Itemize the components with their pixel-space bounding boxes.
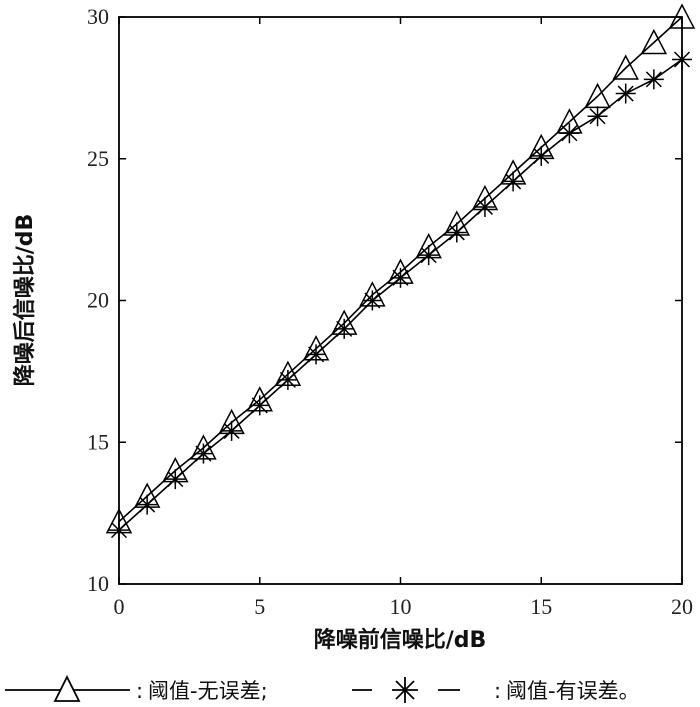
- plot-area: [118, 16, 683, 585]
- triangle-marker: [668, 3, 696, 29]
- asterisk-marker: [474, 196, 495, 217]
- asterisk-marker: [559, 123, 580, 144]
- asterisk-stroke: [533, 147, 550, 164]
- y-axis-title: 降噪后信噪比/dB: [12, 214, 38, 387]
- asterisk-stroke: [476, 198, 493, 215]
- legend-marker-asterisk-icon: [392, 677, 418, 703]
- asterisk-marker: [615, 83, 636, 104]
- asterisk-stroke: [561, 125, 578, 142]
- asterisk-marker: [137, 494, 158, 515]
- x-axis: 0 5 10 15 20: [114, 17, 693, 619]
- asterisk-stroke: [673, 51, 691, 68]
- asterisk-stroke: [505, 173, 522, 190]
- asterisk-marker: [277, 369, 298, 390]
- asterisk-stroke: [589, 108, 606, 125]
- asterisk-stroke: [195, 445, 212, 462]
- asterisk-stroke: [308, 346, 325, 363]
- y-axis: 10 15 20 25 30: [87, 4, 682, 596]
- asterisk-marker: [193, 443, 214, 464]
- legend-label-series2: 阈值-有误差。: [506, 679, 640, 703]
- x-tick-label: 10: [390, 594, 412, 619]
- series-layer: [105, 3, 696, 541]
- asterisk-marker: [165, 469, 186, 490]
- asterisk-marker: [643, 69, 664, 90]
- x-tick-label: 5: [254, 594, 265, 619]
- y-tick-label: 10: [87, 571, 109, 596]
- asterisk-stroke: [223, 422, 240, 439]
- x-tick-label: 20: [671, 594, 693, 619]
- y-tick-label: 20: [87, 288, 109, 313]
- asterisk-stroke: [251, 397, 268, 414]
- asterisk-stroke: [448, 224, 465, 241]
- asterisk-marker: [531, 145, 552, 166]
- asterisk-marker: [390, 267, 411, 288]
- plot-frame: [118, 16, 683, 585]
- asterisk-marker: [503, 171, 524, 192]
- legend-marker-triangle-icon: [53, 674, 81, 702]
- legend-separator-2: :: [494, 679, 501, 703]
- asterisk-stroke: [364, 292, 381, 309]
- asterisk-stroke: [617, 85, 634, 102]
- asterisk-marker: [109, 520, 129, 541]
- asterisk-stroke: [279, 371, 296, 388]
- triangle-marker: [612, 54, 639, 80]
- asterisk-marker: [418, 245, 439, 266]
- asterisk-stroke: [420, 247, 437, 264]
- x-axis-title: 降噪前信噪比/dB: [314, 627, 487, 653]
- asterisk-stroke: [110, 522, 128, 539]
- asterisk-marker: [672, 49, 692, 70]
- asterisk-marker: [334, 318, 355, 339]
- asterisk-marker: [587, 106, 608, 127]
- legend-label-series1: 阈值-无误差;: [148, 679, 268, 703]
- legend: : 阈值-无误差; : 阈值-有误差。: [5, 674, 640, 703]
- asterisk-stroke: [167, 471, 184, 488]
- y-tick-label: 25: [87, 146, 109, 171]
- y-tick-label: 15: [87, 429, 109, 454]
- legend-separator-1: :: [136, 679, 143, 703]
- asterisk-stroke: [336, 320, 353, 337]
- y-tick-label: 30: [87, 4, 109, 29]
- triangle-marker: [640, 28, 668, 55]
- asterisk-stroke: [392, 269, 409, 286]
- asterisk-marker: [362, 290, 383, 311]
- x-tick-label: 0: [114, 594, 125, 619]
- asterisk-marker: [221, 420, 242, 441]
- asterisk-stroke: [645, 71, 662, 88]
- asterisk-marker: [446, 222, 467, 243]
- asterisk-stroke: [139, 496, 156, 513]
- asterisk-marker: [306, 344, 327, 365]
- x-tick-label: 15: [530, 594, 552, 619]
- asterisk-marker: [249, 395, 270, 416]
